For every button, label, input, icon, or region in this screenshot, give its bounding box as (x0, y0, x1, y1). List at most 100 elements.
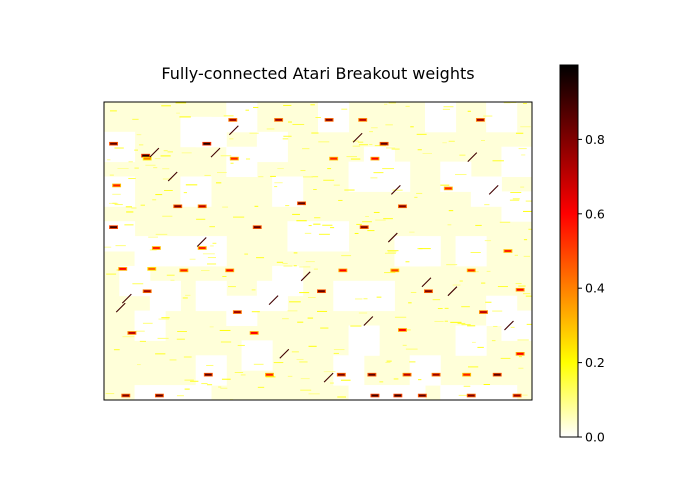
chart-title: Fully-connected Atari Breakout weights (161, 64, 474, 83)
heatmap-cell-hot (391, 269, 399, 272)
heatmap-diagonal-mark (421, 277, 432, 288)
heatmap-hot-marks (109, 118, 525, 398)
heatmap-cell-patch (363, 280, 395, 312)
heatmap-cell-patch (226, 146, 258, 177)
heatmap-cell-hot (318, 290, 325, 293)
heatmap-cell-patch (348, 325, 380, 356)
heatmap-cell-patch (501, 191, 532, 222)
colorbar-fill (560, 65, 578, 437)
heatmap-noise (104, 102, 532, 400)
heatmap-cell-patch (241, 340, 273, 371)
heatmap-diagonal-mark (504, 320, 514, 331)
colorbar-tick-label: 0.4 (585, 281, 605, 296)
heatmap-cell-hot (425, 290, 432, 293)
heatmap-diagonal-mark (387, 232, 398, 243)
heatmap-cell-hot (360, 226, 368, 229)
heatmap-cell-patch (256, 131, 288, 163)
heatmap-cell-hot (298, 202, 306, 205)
heatmap-diagonal-mark (467, 152, 478, 162)
heatmap-cell-patch (455, 325, 487, 356)
heatmap-cell-patch (195, 280, 227, 312)
heatmap-diagonal-mark (268, 295, 279, 306)
heatmap-cell-patch (104, 176, 136, 207)
heatmap-diagonal-mark (352, 132, 363, 143)
heatmap-cell-hot (250, 331, 258, 334)
heatmap-cell-hot (174, 205, 182, 208)
colorbar-ticks: 0.0 0.2 0.4 0.6 0.8 (578, 132, 605, 445)
colorbar-tick-label: 0.8 (585, 132, 605, 147)
heatmap-cell-patch (409, 355, 441, 386)
heatmap-cell-patch (226, 295, 258, 326)
heatmap-cell-patch (226, 102, 258, 133)
heatmap-plot-area (104, 102, 532, 400)
heatmap-cell-hot (463, 373, 471, 376)
heatmap-cell-hot (330, 157, 338, 160)
heatmap-diagonal-mark (300, 271, 311, 282)
heatmap-cell-patch (379, 161, 411, 192)
heatmap-cell-patch (333, 280, 365, 312)
heatmap-cell-patch (195, 355, 227, 386)
heatmap-cell-hot (155, 394, 163, 397)
heatmap-cell-patch (470, 176, 502, 207)
heatmap-cell-hot (368, 373, 376, 376)
heatmap-cell-hot (226, 269, 234, 272)
colorbar-frame (559, 64, 579, 438)
heatmap-cell-hot (198, 205, 206, 208)
heatmap-diagonal-mark (228, 125, 239, 136)
heatmap-cell-patch (104, 131, 136, 163)
heatmap-diagonal-mark (167, 171, 178, 182)
heatmap-cell-patch (486, 102, 518, 133)
heatmap-diagonal-mark (390, 184, 401, 195)
heatmap-cell-hot (233, 311, 241, 314)
heatmap-cell-hot (394, 394, 402, 397)
colorbar-tick-label: 0.0 (585, 430, 605, 445)
heatmap-cell-patch (501, 146, 532, 177)
heatmap-diagonal-mark (323, 372, 334, 383)
heatmap-cell-patch (486, 385, 518, 400)
heatmap-cell-patch (348, 161, 380, 192)
heatmap-cell-patch (318, 221, 350, 252)
heatmap-cell-hot (110, 226, 117, 229)
heatmap-cell-hot (432, 373, 440, 376)
heatmap-cell-hot (444, 187, 452, 190)
heatmap-cell-hot (110, 142, 117, 145)
heatmap-cell-hot (229, 118, 237, 121)
heatmap-cell-patch (287, 221, 319, 252)
heatmap-cell-hot (180, 269, 188, 272)
heatmap-diagonal-mark (447, 286, 458, 297)
heatmap-diagonal-mark (196, 237, 207, 247)
heatmap-cell-hot (148, 267, 156, 270)
heatmap-cell-hot (380, 142, 388, 145)
heatmap-cell-hot (467, 269, 475, 272)
heatmap-cell-patch (409, 236, 441, 267)
heatmap-cell-patch (165, 236, 197, 267)
colorbar: 0.0 0.2 0.4 0.6 0.8 (559, 64, 605, 445)
heatmap-cell-patch (318, 102, 350, 133)
heatmap-diagonal-mark (488, 184, 499, 195)
heatmap-cell-hot (266, 373, 273, 376)
heatmap-cell-hot (467, 394, 475, 397)
heatmap-cell-hot (128, 331, 136, 334)
heatmap-diagonal-mark (210, 147, 221, 158)
heatmap-cell-hot (399, 328, 406, 331)
heatmap-cell-hot (339, 269, 347, 272)
colorbar-tick-label: 0.6 (585, 206, 605, 221)
heatmap-cell-patch (440, 385, 472, 400)
heatmap-cell-hot (493, 373, 501, 376)
heatmap-cell-hot (516, 288, 524, 291)
heatmap-cell-patch (180, 176, 212, 207)
heatmap-cell-hot (113, 184, 121, 187)
heatmap-diagonal-mark (363, 316, 374, 326)
heatmap-cell-hot (203, 142, 211, 145)
heatmap-cell-hot (119, 267, 127, 270)
heatmap-cell-patch (134, 310, 166, 341)
heatmap-cell-hot (504, 250, 512, 252)
heatmap-cell-hot (122, 394, 130, 397)
heatmap-cell-hot (325, 118, 333, 121)
heatmap-cell-patch (134, 236, 166, 267)
heatmap-cell-hot (418, 394, 426, 397)
heatmap-cell-hot (253, 226, 261, 229)
heatmap-cell-hot (275, 118, 283, 121)
heatmap-cell-hot (204, 373, 212, 376)
